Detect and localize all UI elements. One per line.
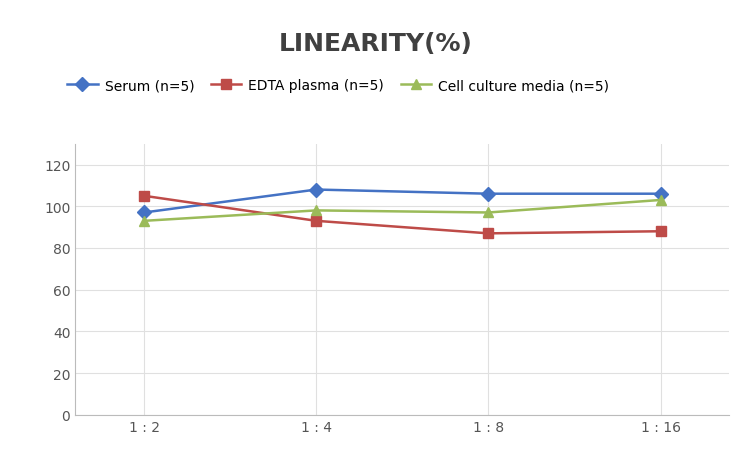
Text: LINEARITY(%): LINEARITY(%) bbox=[279, 32, 473, 55]
EDTA plasma (n=5) bbox=[140, 193, 149, 199]
EDTA plasma (n=5) bbox=[656, 229, 665, 235]
Legend: Serum (n=5), EDTA plasma (n=5), Cell culture media (n=5): Serum (n=5), EDTA plasma (n=5), Cell cul… bbox=[67, 79, 609, 93]
Line: Cell culture media (n=5): Cell culture media (n=5) bbox=[139, 196, 666, 226]
Cell culture media (n=5) bbox=[312, 208, 321, 214]
EDTA plasma (n=5) bbox=[484, 231, 493, 236]
Serum (n=5) bbox=[312, 188, 321, 193]
Serum (n=5) bbox=[140, 210, 149, 216]
EDTA plasma (n=5) bbox=[312, 219, 321, 224]
Cell culture media (n=5) bbox=[484, 210, 493, 216]
Serum (n=5) bbox=[656, 192, 665, 197]
Line: EDTA plasma (n=5): EDTA plasma (n=5) bbox=[139, 192, 666, 239]
Line: Serum (n=5): Serum (n=5) bbox=[139, 185, 666, 218]
Cell culture media (n=5) bbox=[140, 219, 149, 224]
Cell culture media (n=5) bbox=[656, 198, 665, 203]
Serum (n=5) bbox=[484, 192, 493, 197]
